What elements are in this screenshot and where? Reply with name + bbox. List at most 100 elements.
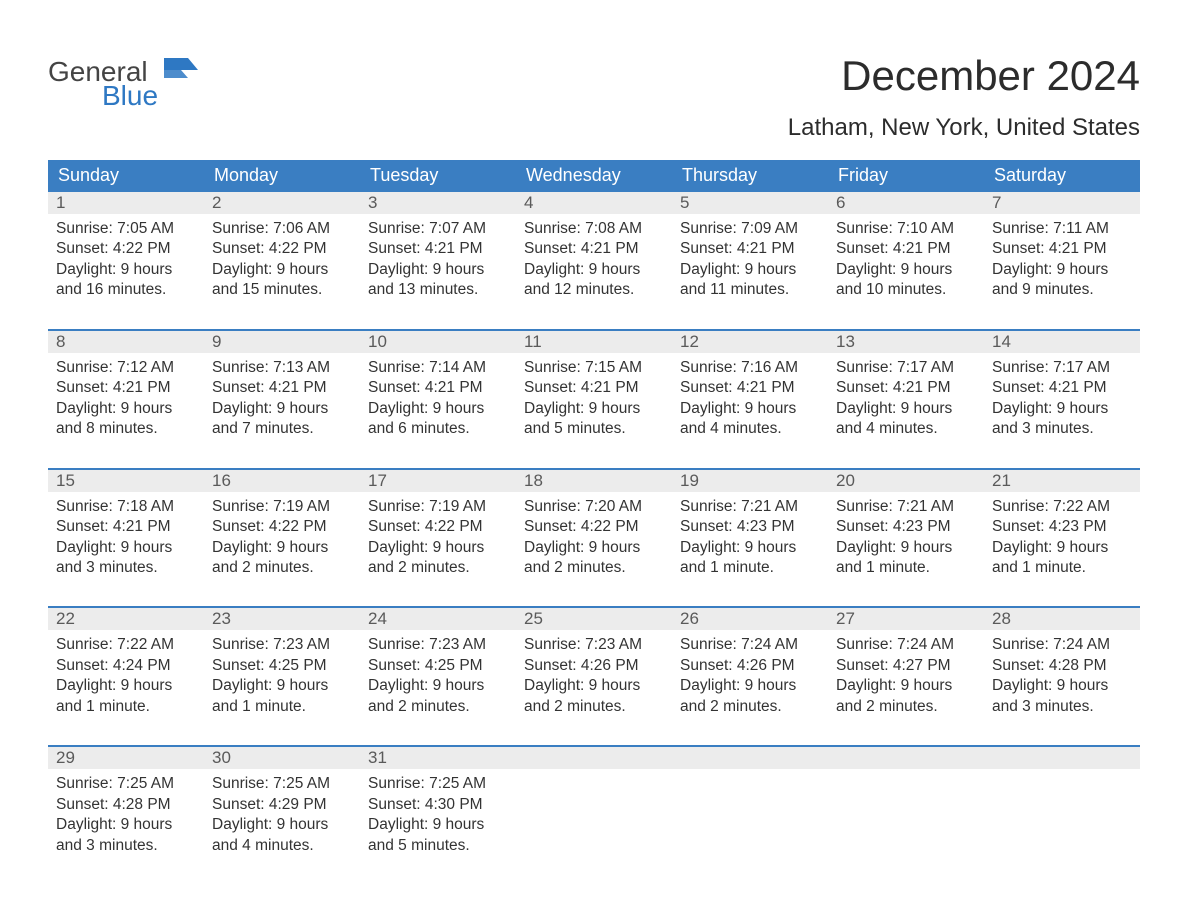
title-block: December 2024 Latham, New York, United S… [788,30,1140,142]
daylight-line1: Daylight: 9 hours [680,399,820,419]
day-number [516,747,672,769]
daylight-line2: and 3 minutes. [56,836,196,856]
day-cell [672,769,828,862]
sunset: Sunset: 4:22 PM [56,239,196,259]
day-cell: Sunrise: 7:20 AMSunset: 4:22 PMDaylight:… [516,492,672,585]
sunset: Sunset: 4:21 PM [56,378,196,398]
day-number: 1 [48,192,204,214]
day-number: 18 [516,470,672,492]
day-cell: Sunrise: 7:24 AMSunset: 4:28 PMDaylight:… [984,630,1140,723]
daylight-line2: and 8 minutes. [56,419,196,439]
day-cell: Sunrise: 7:11 AMSunset: 4:21 PMDaylight:… [984,214,1140,307]
daylight-line2: and 4 minutes. [680,419,820,439]
sunrise: Sunrise: 7:17 AM [836,358,976,378]
week-row: 891011121314Sunrise: 7:12 AMSunset: 4:21… [48,329,1140,446]
daylight-line1: Daylight: 9 hours [56,538,196,558]
sunrise: Sunrise: 7:17 AM [992,358,1132,378]
day-cell: Sunrise: 7:06 AMSunset: 4:22 PMDaylight:… [204,214,360,307]
day-cell: Sunrise: 7:08 AMSunset: 4:21 PMDaylight:… [516,214,672,307]
day-cell: Sunrise: 7:25 AMSunset: 4:29 PMDaylight:… [204,769,360,862]
day-cell: Sunrise: 7:07 AMSunset: 4:21 PMDaylight:… [360,214,516,307]
sunset: Sunset: 4:23 PM [836,517,976,537]
sunset: Sunset: 4:25 PM [368,656,508,676]
day-number: 7 [984,192,1140,214]
day-number: 13 [828,331,984,353]
sunrise: Sunrise: 7:10 AM [836,219,976,239]
day-number: 31 [360,747,516,769]
daylight-line1: Daylight: 9 hours [836,676,976,696]
sunset: Sunset: 4:21 PM [680,239,820,259]
sunset: Sunset: 4:25 PM [212,656,352,676]
sunset: Sunset: 4:27 PM [836,656,976,676]
sunset: Sunset: 4:23 PM [992,517,1132,537]
daylight-line1: Daylight: 9 hours [212,399,352,419]
daylight-line1: Daylight: 9 hours [56,260,196,280]
logo-text-bottom: Blue [102,82,158,110]
sunset: Sunset: 4:28 PM [992,656,1132,676]
daylight-line2: and 5 minutes. [524,419,664,439]
daylight-line1: Daylight: 9 hours [368,815,508,835]
daylight-line1: Daylight: 9 hours [992,399,1132,419]
day-cell: Sunrise: 7:21 AMSunset: 4:23 PMDaylight:… [828,492,984,585]
week-row: 15161718192021Sunrise: 7:18 AMSunset: 4:… [48,468,1140,585]
day-cell: Sunrise: 7:23 AMSunset: 4:25 PMDaylight:… [360,630,516,723]
logo-text-block: General Blue [48,58,158,110]
day-number: 11 [516,331,672,353]
daylight-line2: and 10 minutes. [836,280,976,300]
daylight-line1: Daylight: 9 hours [680,538,820,558]
day-cell: Sunrise: 7:19 AMSunset: 4:22 PMDaylight:… [360,492,516,585]
sunrise: Sunrise: 7:13 AM [212,358,352,378]
sunset: Sunset: 4:26 PM [680,656,820,676]
sunset: Sunset: 4:24 PM [56,656,196,676]
day-number: 23 [204,608,360,630]
day-cell: Sunrise: 7:19 AMSunset: 4:22 PMDaylight:… [204,492,360,585]
daylight-line1: Daylight: 9 hours [212,538,352,558]
daylight-line1: Daylight: 9 hours [992,538,1132,558]
sunrise: Sunrise: 7:22 AM [56,635,196,655]
day-number [984,747,1140,769]
daylight-line2: and 5 minutes. [368,836,508,856]
day-number: 10 [360,331,516,353]
sunset: Sunset: 4:21 PM [524,378,664,398]
day-cell: Sunrise: 7:18 AMSunset: 4:21 PMDaylight:… [48,492,204,585]
daylight-line1: Daylight: 9 hours [212,676,352,696]
sunset: Sunset: 4:21 PM [212,378,352,398]
daylight-line1: Daylight: 9 hours [212,260,352,280]
daylight-line1: Daylight: 9 hours [524,399,664,419]
location: Latham, New York, United States [788,114,1140,142]
sunset: Sunset: 4:21 PM [524,239,664,259]
sunrise: Sunrise: 7:23 AM [212,635,352,655]
day-cell: Sunrise: 7:23 AMSunset: 4:25 PMDaylight:… [204,630,360,723]
sunrise: Sunrise: 7:08 AM [524,219,664,239]
sunset: Sunset: 4:22 PM [524,517,664,537]
sunset: Sunset: 4:21 PM [56,517,196,537]
daylight-line2: and 2 minutes. [680,697,820,717]
day-cell: Sunrise: 7:22 AMSunset: 4:23 PMDaylight:… [984,492,1140,585]
daylight-line2: and 1 minute. [680,558,820,578]
day-number: 30 [204,747,360,769]
header: General Blue December 2024 Latham, New Y… [48,30,1140,142]
sunset: Sunset: 4:23 PM [680,517,820,537]
daylight-line1: Daylight: 9 hours [212,815,352,835]
day-number: 8 [48,331,204,353]
daylight-line2: and 11 minutes. [680,280,820,300]
logo: General Blue [48,30,198,110]
daylight-line2: and 4 minutes. [836,419,976,439]
week-row: 22232425262728Sunrise: 7:22 AMSunset: 4:… [48,606,1140,723]
day-number: 5 [672,192,828,214]
day-number: 28 [984,608,1140,630]
daylight-line1: Daylight: 9 hours [524,676,664,696]
weekday-sunday: Sunday [48,160,204,192]
daylight-line2: and 3 minutes. [992,419,1132,439]
daylight-line2: and 6 minutes. [368,419,508,439]
daylight-line2: and 2 minutes. [836,697,976,717]
sunset: Sunset: 4:21 PM [992,378,1132,398]
daylight-line1: Daylight: 9 hours [56,676,196,696]
sunrise: Sunrise: 7:20 AM [524,497,664,517]
day-cell: Sunrise: 7:12 AMSunset: 4:21 PMDaylight:… [48,353,204,446]
weekday-header: Sunday Monday Tuesday Wednesday Thursday… [48,160,1140,192]
sunset: Sunset: 4:26 PM [524,656,664,676]
daylight-line1: Daylight: 9 hours [836,538,976,558]
daylight-line2: and 2 minutes. [524,697,664,717]
daynum-row: 15161718192021 [48,470,1140,492]
